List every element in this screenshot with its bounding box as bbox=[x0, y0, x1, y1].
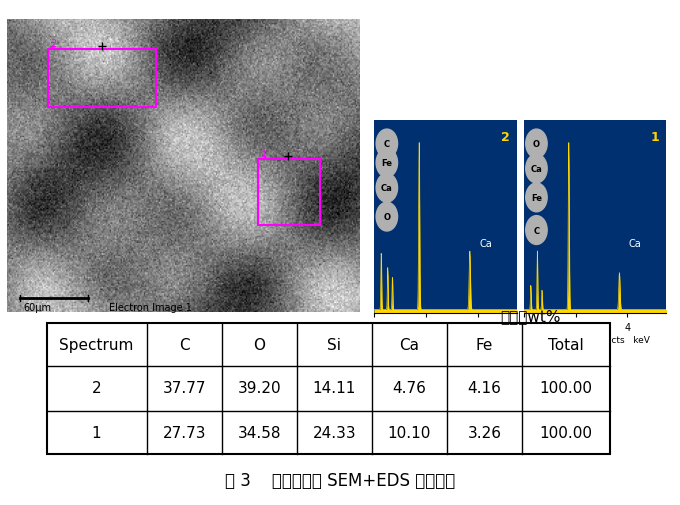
Circle shape bbox=[376, 174, 398, 203]
Circle shape bbox=[526, 183, 547, 212]
Text: Ca: Ca bbox=[399, 337, 420, 352]
Text: 1: 1 bbox=[651, 131, 660, 144]
Circle shape bbox=[526, 216, 547, 245]
Circle shape bbox=[376, 130, 398, 159]
Text: 100.00: 100.00 bbox=[539, 425, 592, 440]
Text: 1: 1 bbox=[261, 148, 267, 159]
Text: O: O bbox=[253, 337, 265, 352]
Bar bbox=[258, 160, 320, 225]
Text: 3.26: 3.26 bbox=[467, 425, 501, 440]
Text: Si: Si bbox=[327, 337, 341, 352]
Text: 60μm: 60μm bbox=[23, 302, 51, 312]
Text: 34.58: 34.58 bbox=[237, 425, 281, 440]
Text: Fe: Fe bbox=[381, 159, 392, 168]
Text: C: C bbox=[179, 337, 190, 352]
Text: C: C bbox=[384, 140, 390, 148]
Circle shape bbox=[376, 149, 398, 178]
Circle shape bbox=[526, 155, 547, 183]
Text: 2: 2 bbox=[50, 38, 56, 48]
Text: Ca: Ca bbox=[381, 184, 393, 193]
Text: Ca: Ca bbox=[628, 239, 641, 249]
Text: Electron Image 1: Electron Image 1 bbox=[109, 302, 192, 312]
Text: 100.00: 100.00 bbox=[539, 380, 592, 395]
Bar bbox=[46, 324, 609, 454]
Text: 37.77: 37.77 bbox=[163, 380, 206, 395]
Text: 2: 2 bbox=[92, 380, 101, 395]
Text: 39.20: 39.20 bbox=[237, 380, 281, 395]
Text: 4.76: 4.76 bbox=[392, 380, 426, 395]
Text: 1: 1 bbox=[92, 425, 101, 440]
Text: Total: Total bbox=[548, 337, 583, 352]
Text: Fe: Fe bbox=[531, 193, 542, 203]
Text: Si: Si bbox=[568, 109, 579, 119]
Circle shape bbox=[376, 203, 398, 231]
Text: Fe: Fe bbox=[476, 337, 493, 352]
Text: 单位：wt%: 单位：wt% bbox=[500, 308, 560, 323]
Text: 24.33: 24.33 bbox=[313, 425, 356, 440]
Text: 2: 2 bbox=[501, 131, 510, 144]
Text: O: O bbox=[533, 140, 540, 148]
Text: C: C bbox=[533, 226, 539, 235]
Bar bbox=[48, 49, 156, 108]
Text: Ca: Ca bbox=[479, 239, 492, 249]
Text: Ca: Ca bbox=[530, 165, 543, 174]
Text: 表 3    液化密封胶 SEM+EDS 分析结果: 表 3 液化密封胶 SEM+EDS 分析结果 bbox=[225, 471, 455, 489]
Text: 14.11: 14.11 bbox=[313, 380, 356, 395]
Text: Spectrum: Spectrum bbox=[59, 337, 134, 352]
Text: 27.73: 27.73 bbox=[163, 425, 206, 440]
X-axis label: Full Scale 2214 cts   keV: Full Scale 2214 cts keV bbox=[540, 335, 650, 344]
Text: O: O bbox=[384, 213, 390, 222]
Text: Si: Si bbox=[418, 109, 430, 119]
Circle shape bbox=[526, 130, 547, 159]
Text: 10.10: 10.10 bbox=[388, 425, 431, 440]
Text: 4.16: 4.16 bbox=[467, 380, 501, 395]
X-axis label: Full Scale 912 cts   keV: Full Scale 912 cts keV bbox=[393, 335, 498, 344]
